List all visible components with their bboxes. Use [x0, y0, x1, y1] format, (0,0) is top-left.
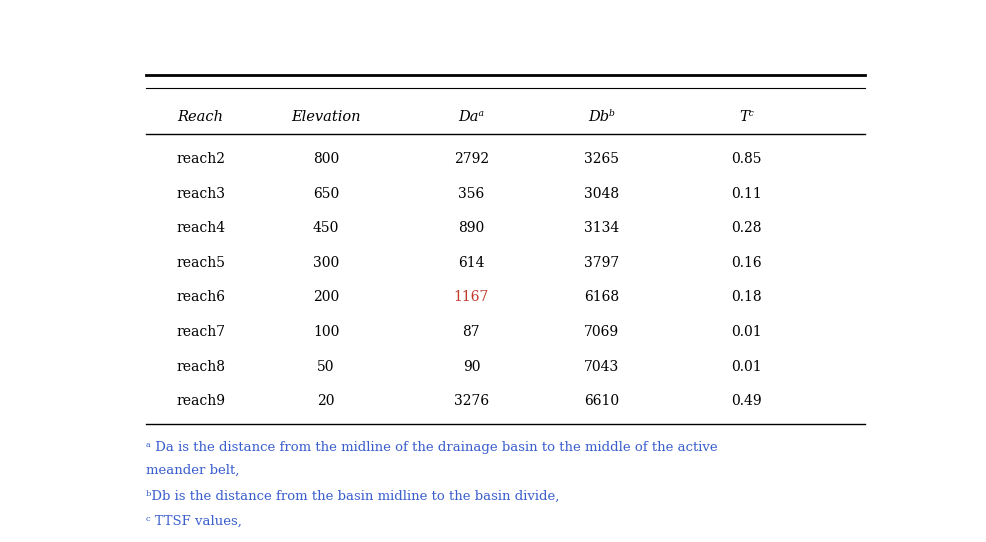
Text: 0.11: 0.11: [731, 186, 761, 201]
Text: 1167: 1167: [454, 291, 489, 305]
Text: reach9: reach9: [176, 395, 226, 409]
Text: Dbᵇ: Dbᵇ: [588, 110, 614, 124]
Text: Reach: Reach: [176, 110, 223, 124]
Text: Daᵃ: Daᵃ: [458, 110, 484, 124]
Text: Elevation: Elevation: [291, 110, 361, 124]
Text: 7043: 7043: [584, 360, 618, 374]
Text: reach4: reach4: [176, 221, 226, 235]
Text: 200: 200: [313, 291, 339, 305]
Text: 87: 87: [462, 325, 480, 339]
Text: 0.28: 0.28: [731, 221, 761, 235]
Text: 50: 50: [317, 360, 334, 374]
Text: 650: 650: [313, 186, 339, 201]
Text: 3797: 3797: [584, 256, 618, 270]
Text: 6610: 6610: [584, 395, 618, 409]
Text: ᶜ TTSF values,: ᶜ TTSF values,: [146, 514, 242, 527]
Text: 3265: 3265: [584, 152, 618, 166]
Text: 3134: 3134: [584, 221, 618, 235]
Text: 3276: 3276: [454, 395, 488, 409]
Text: 0.85: 0.85: [731, 152, 761, 166]
Text: reach7: reach7: [176, 325, 226, 339]
Text: reach5: reach5: [176, 256, 226, 270]
Text: reach2: reach2: [176, 152, 226, 166]
Text: 2792: 2792: [454, 152, 488, 166]
Text: 0.49: 0.49: [731, 395, 761, 409]
Text: ᵃ Da is the distance from the midline of the drainage basin to the middle of the: ᵃ Da is the distance from the midline of…: [146, 441, 717, 454]
Text: 800: 800: [313, 152, 339, 166]
Text: Tᶜ: Tᶜ: [739, 110, 753, 124]
Text: reach8: reach8: [176, 360, 226, 374]
Text: 6168: 6168: [584, 291, 618, 305]
Text: 90: 90: [462, 360, 479, 374]
Text: 300: 300: [313, 256, 339, 270]
Text: 0.18: 0.18: [731, 291, 761, 305]
Text: reach3: reach3: [176, 186, 226, 201]
Text: 100: 100: [313, 325, 339, 339]
Text: 0.16: 0.16: [731, 256, 761, 270]
Text: 0.01: 0.01: [731, 325, 761, 339]
Text: 356: 356: [458, 186, 484, 201]
Text: ᵇDb is the distance from the basin midline to the basin divide,: ᵇDb is the distance from the basin midli…: [146, 489, 559, 502]
Text: reach6: reach6: [176, 291, 226, 305]
Text: 450: 450: [313, 221, 339, 235]
Text: 614: 614: [458, 256, 484, 270]
Text: 0.01: 0.01: [731, 360, 761, 374]
Text: 7069: 7069: [584, 325, 618, 339]
Text: 890: 890: [458, 221, 484, 235]
Text: 3048: 3048: [584, 186, 618, 201]
Text: meander belt,: meander belt,: [146, 464, 240, 477]
Text: 20: 20: [317, 395, 334, 409]
